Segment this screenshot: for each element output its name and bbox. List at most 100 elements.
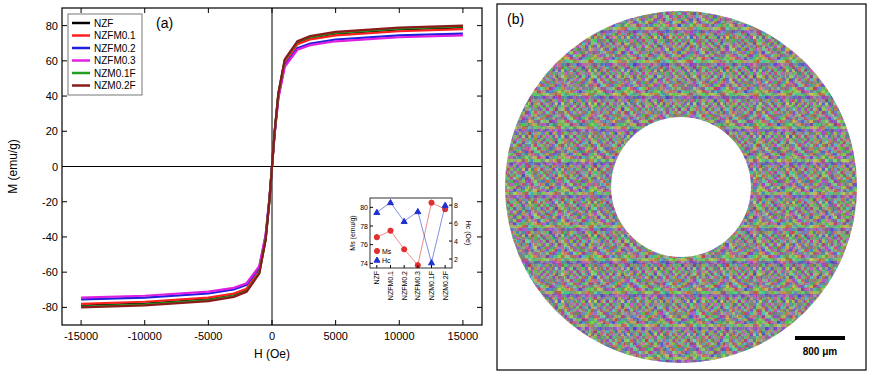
tick [449, 241, 452, 242]
tick [417, 265, 418, 268]
tick-label: 20 [46, 125, 58, 137]
series-line [377, 202, 445, 262]
legend-label: NZM0.1F [94, 68, 136, 79]
legend: NZFNZFM0.1 NZFM0.2NZFM0.3 NZM0.1FNZM0.2F [68, 14, 142, 95]
tick [62, 272, 67, 273]
plot-area [62, 8, 482, 325]
tick [62, 60, 67, 61]
legend-swatch [72, 72, 90, 75]
axis-title: Hc (Oe) [464, 221, 472, 246]
tick [399, 8, 400, 13]
marker [401, 218, 407, 223]
marker [415, 208, 421, 213]
tick-label: NZFM0.1 [387, 271, 394, 300]
tick-label: 60 [46, 55, 58, 67]
tick [370, 244, 373, 245]
tick [404, 265, 405, 268]
inset-background [370, 198, 452, 268]
tick [62, 236, 67, 237]
background [0, 0, 873, 374]
legend-swatch [72, 59, 90, 62]
tick-label: NZFM0.3 [414, 271, 421, 300]
panel-frame [497, 4, 866, 370]
legend-swatch [72, 84, 90, 87]
tick [370, 207, 373, 208]
plot-frame [62, 8, 482, 325]
tick-label: 40 [46, 90, 58, 102]
panel-letter: (b) [507, 11, 524, 27]
tick-label: NZM0.1F [428, 271, 435, 300]
tick [144, 320, 145, 325]
scale-bar-label: 800 μm [803, 346, 838, 357]
tick [62, 166, 67, 167]
marker [374, 209, 380, 214]
marker [442, 202, 448, 207]
tick [272, 320, 273, 325]
tick [477, 166, 482, 167]
tick [399, 320, 400, 325]
tick-label: 76 [360, 241, 368, 248]
marker [402, 247, 407, 252]
legend-label: NZFM0.2 [94, 43, 136, 54]
tick-label: 0 [52, 161, 58, 173]
marker [374, 235, 379, 240]
axis-title: H (Oe) [254, 347, 290, 361]
tick-label: NZFM0.2 [401, 271, 408, 300]
tick-label: 10000 [384, 330, 415, 342]
tick-label: -60 [42, 266, 58, 278]
tick [81, 320, 82, 325]
tick [462, 8, 463, 13]
image-panel: 800 μm (b) [497, 4, 866, 370]
tick [449, 205, 452, 206]
tick [335, 8, 336, 13]
legend-label: NZFM0.3 [94, 55, 136, 66]
marker [388, 228, 393, 233]
tick [62, 96, 67, 97]
tick-label: 6 [454, 220, 458, 227]
marker [388, 199, 394, 204]
legend-label: NZM0.2F [94, 80, 136, 91]
tick-label: 80 [360, 204, 368, 211]
tick [390, 265, 391, 268]
tick-label: 74 [360, 260, 368, 267]
tick [477, 96, 482, 97]
tick-label: NZF [373, 271, 380, 285]
tick-label: 78 [360, 223, 368, 230]
tick [477, 131, 482, 132]
tick [462, 320, 463, 325]
tick [370, 226, 373, 227]
tick-label: 4 [454, 238, 458, 245]
tick-label: 8 [454, 202, 458, 209]
tick [62, 307, 67, 308]
marker [374, 257, 380, 262]
inset-chart: 747678802468NZFNZFM0.1NZFM0.2NZFM0.3NZM0… [349, 198, 472, 300]
tick-label: -15000 [64, 330, 98, 342]
series-line [377, 203, 445, 266]
tick [62, 201, 67, 202]
legend-label: Hc [382, 257, 391, 264]
axis-title: M (emu/g) [6, 139, 20, 194]
legend-swatch [72, 22, 90, 25]
figure: -15000-10000-5000050001000015000-80-60-4… [0, 0, 873, 374]
tick-label: 15000 [448, 330, 479, 342]
tick [335, 320, 336, 325]
ring-map-overlay [505, 11, 857, 363]
tick [208, 320, 209, 325]
legend-label: NZFM0.1 [94, 30, 136, 41]
tick [477, 236, 482, 237]
ring-map [505, 11, 857, 363]
tick [449, 223, 452, 224]
tick [477, 201, 482, 202]
tick [431, 265, 432, 268]
marker [374, 248, 379, 253]
tick [81, 8, 82, 13]
tick-label: -40 [42, 231, 58, 243]
tick [272, 8, 273, 13]
tick [477, 60, 482, 61]
legend-label: NZF [94, 18, 113, 29]
tick [477, 307, 482, 308]
tick-label: -10000 [128, 330, 162, 342]
tick-label: 5000 [323, 330, 347, 342]
tick [449, 259, 452, 260]
marker [429, 260, 435, 265]
